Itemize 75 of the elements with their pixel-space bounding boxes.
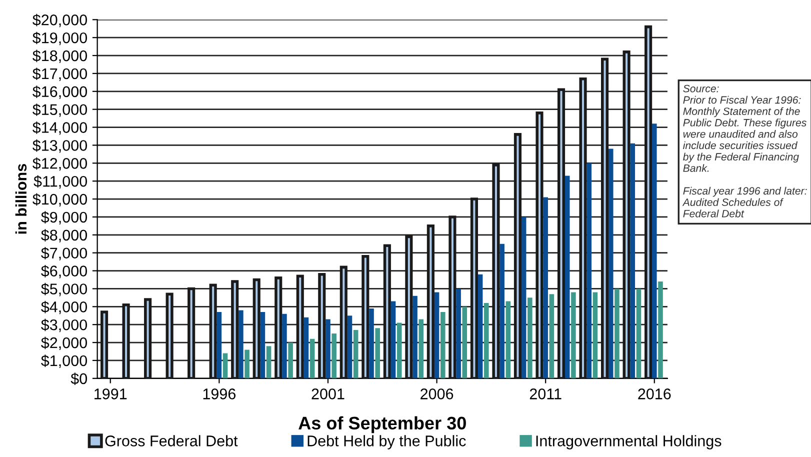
bar	[369, 308, 374, 378]
bar	[310, 338, 315, 378]
bar	[506, 301, 511, 378]
legend-label: Debt Held by the Public	[308, 435, 466, 450]
y-tick-label: $8,000	[41, 229, 88, 242]
bar	[326, 319, 330, 378]
y-tick-label: $12,000	[32, 157, 88, 171]
y-tick-label: $14,000	[32, 122, 88, 135]
bar	[636, 288, 642, 378]
y-tick-label: $11,000	[34, 175, 88, 189]
bar	[332, 334, 336, 378]
y-tick-label: $4,000	[41, 300, 88, 314]
bar	[353, 330, 358, 378]
bar	[586, 163, 592, 378]
bar	[630, 143, 636, 378]
bar	[238, 310, 244, 378]
bar	[288, 342, 293, 378]
bar	[396, 322, 402, 378]
bar	[658, 282, 663, 378]
y-tick-label: $17,000	[32, 68, 88, 81]
bar	[521, 216, 526, 378]
y-tick-label: $6,000	[41, 265, 88, 278]
y-tick-label: $9,000	[41, 211, 88, 224]
bar	[614, 288, 620, 378]
bar	[462, 306, 468, 378]
y-tick-label: $20,000	[32, 14, 88, 28]
bar	[434, 292, 440, 378]
x-tick-label: 2016	[638, 388, 671, 400]
y-tick-label: $0	[70, 372, 87, 385]
bar	[652, 124, 657, 378]
bar	[412, 296, 418, 378]
bar	[375, 328, 380, 378]
bar	[440, 312, 446, 378]
bar	[549, 294, 554, 378]
y-tick-label: $15,000	[32, 104, 88, 117]
y-tick-label: $3,000	[41, 318, 88, 332]
bar	[418, 319, 424, 378]
bar	[260, 312, 266, 378]
bar	[608, 148, 614, 378]
y-axis-title: in billions	[15, 164, 27, 234]
x-axis-title: As of September 30	[298, 416, 466, 434]
bar	[500, 244, 504, 378]
y-tick-label: $7,000	[41, 247, 88, 260]
bar	[528, 298, 532, 378]
bar	[592, 292, 598, 378]
x-tick-label: 1991	[94, 388, 127, 400]
bar	[282, 314, 287, 378]
y-tick-label: $2,000	[41, 336, 88, 350]
bar	[564, 176, 570, 378]
bar	[304, 317, 309, 378]
text: Source: Prior to Fiscal Year 1996: Monthly Statement of the Public Debt. These figures were unaudited and also include securities issued by the Federal Financing Bank. Fiscal year 1996 and later: Audited Schedules of Federal Debt	[682, 84, 807, 218]
y-tick-label: $16,000	[32, 86, 88, 99]
legend-label: Gross Federal Debt	[105, 435, 238, 446]
bar	[222, 353, 228, 378]
y-tick-label: $5,000	[41, 282, 88, 296]
y-tick-label: $18,000	[32, 50, 88, 64]
legend-label: Intragovernmental Holdings	[536, 435, 722, 450]
x-tick-label: 2006	[420, 388, 454, 400]
bar	[571, 292, 576, 378]
bar	[216, 312, 222, 378]
y-tick-label: $19,000	[32, 32, 88, 46]
y-tick-label: $10,000	[32, 193, 88, 207]
y-tick-label: $13,000	[32, 139, 88, 153]
bar	[478, 274, 483, 378]
bar	[347, 316, 352, 378]
bar	[456, 288, 461, 378]
x-tick-label: 2001	[312, 388, 344, 400]
x-tick-label: 1996	[203, 388, 236, 400]
x-tick-label: 2011	[530, 388, 562, 400]
bar	[543, 197, 548, 378]
bar	[390, 301, 396, 378]
bar	[244, 350, 250, 378]
bar	[266, 346, 272, 378]
y-tick-label: $1,000	[41, 354, 88, 368]
bar	[484, 303, 489, 378]
